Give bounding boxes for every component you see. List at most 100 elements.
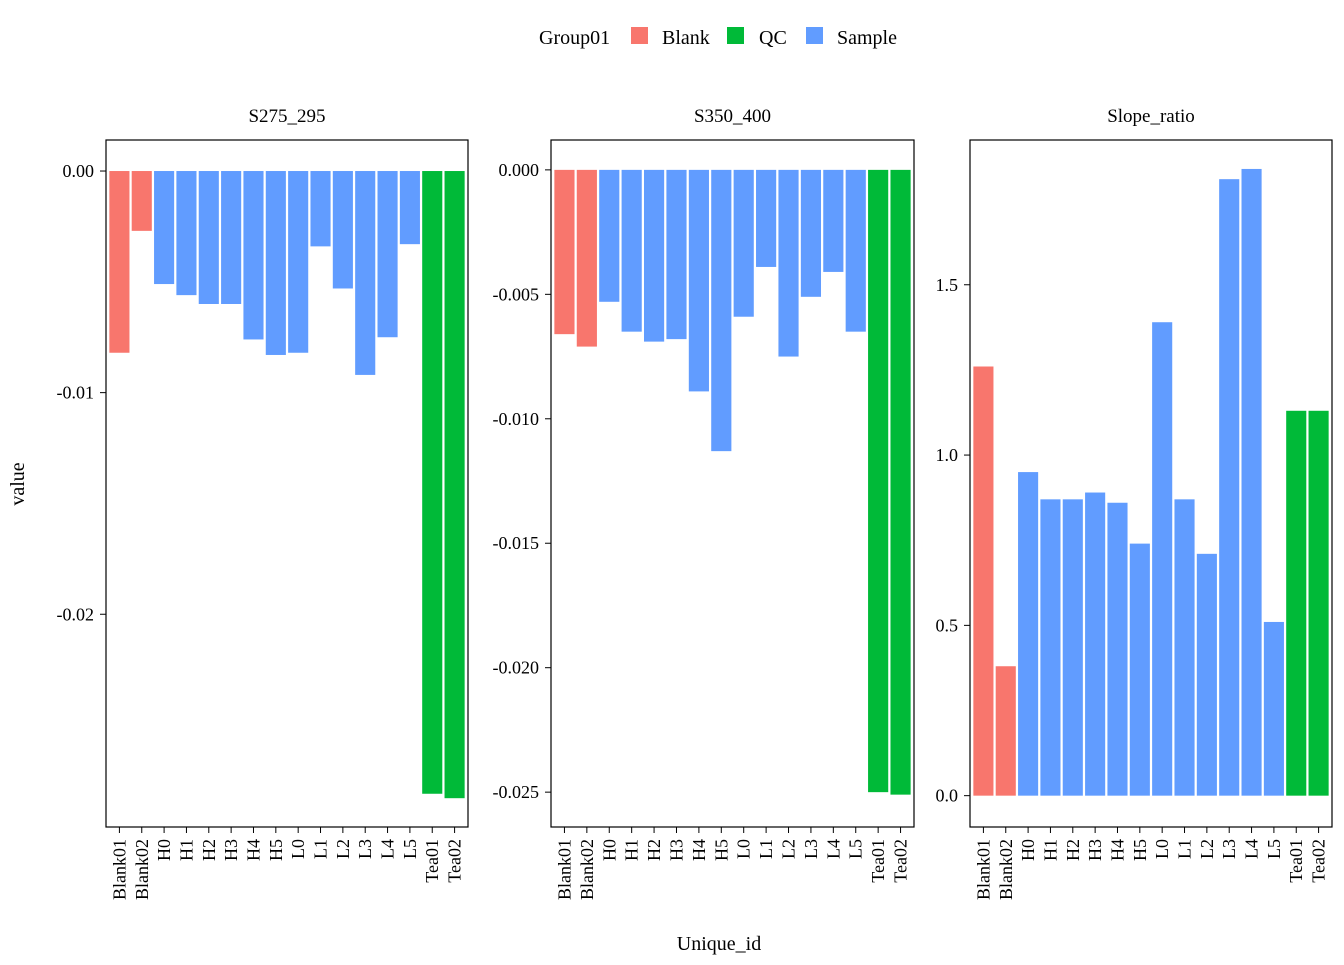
bar-l1	[756, 169, 777, 267]
x-tick-label-l2: L2	[779, 839, 799, 859]
panel-border	[105, 139, 469, 828]
panel-border	[550, 139, 915, 828]
x-tick-label-l1: L1	[756, 839, 776, 859]
x-tick-label-l5: L5	[400, 839, 420, 859]
bar-h5	[265, 171, 286, 355]
x-tick-label-h3: H3	[1085, 839, 1105, 861]
x-tick-label-tea02: Tea02	[891, 839, 911, 883]
bar-blank01	[109, 171, 130, 353]
x-tick-label-blank02: Blank02	[996, 839, 1016, 900]
y-tick-label: 0.00	[63, 161, 95, 181]
y-tick-label: -0.02	[57, 604, 95, 624]
bar-l5	[399, 171, 420, 245]
bar-h5	[711, 169, 732, 452]
x-tick-label-blank02: Blank02	[132, 839, 152, 900]
x-tick-label-h0: H0	[1018, 839, 1038, 861]
bar-h3	[666, 169, 687, 340]
x-tick-label-tea02: Tea02	[445, 839, 465, 883]
x-tick-label-l4: L4	[378, 839, 398, 859]
x-tick-label-tea01: Tea01	[868, 839, 888, 883]
legend-title: Group01	[539, 27, 610, 49]
x-tick-label-h1: H1	[622, 839, 642, 861]
x-tick-label-tea02: Tea02	[1309, 839, 1329, 883]
y-tick-label: -0.010	[493, 409, 540, 429]
bar-l2	[332, 171, 353, 289]
y-tick-label: -0.015	[493, 533, 540, 553]
x-tick-label-h4: H4	[243, 839, 263, 861]
bar-h4	[243, 171, 264, 340]
x-tick-label-l3: L3	[1219, 839, 1239, 859]
x-tick-label-h5: H5	[266, 839, 286, 861]
x-tick-label-l3: L3	[801, 839, 821, 859]
bar-h1	[621, 169, 642, 332]
bar-h0	[1018, 472, 1039, 796]
x-tick-label-l3: L3	[355, 839, 375, 859]
bar-h3	[1085, 492, 1106, 796]
y-tick-label: 0.5	[936, 615, 959, 635]
bar-l0	[733, 169, 754, 317]
x-tick-label-blank02: Blank02	[577, 839, 597, 900]
bar-tea02	[444, 171, 465, 799]
x-tick-label-h2: H2	[199, 839, 219, 861]
x-tick-label-h4: H4	[689, 839, 709, 861]
x-axis-title: Unique_id	[677, 933, 761, 955]
legend-key-blank	[631, 27, 648, 44]
bar-h2	[198, 171, 219, 304]
legend-key-sample	[806, 27, 823, 44]
y-tick-label: 0.000	[499, 160, 540, 180]
legend: Group01 Blank QC Sample	[539, 27, 897, 49]
bar-tea02	[1308, 410, 1329, 796]
panel-title: S275_295	[248, 106, 325, 127]
x-tick-label-l2: L2	[333, 839, 353, 859]
x-tick-label-h5: H5	[1130, 839, 1150, 861]
bar-l0	[288, 171, 309, 353]
x-tick-label-h3: H3	[666, 839, 686, 861]
bar-l4	[823, 169, 844, 272]
bar-tea01	[422, 171, 443, 794]
x-tick-label-l5: L5	[1264, 839, 1284, 859]
x-tick-label-blank01: Blank01	[973, 839, 993, 900]
bar-h4	[688, 169, 709, 392]
bar-h1	[176, 171, 197, 296]
x-tick-label-l4: L4	[823, 839, 843, 859]
x-tick-label-l4: L4	[1242, 839, 1262, 859]
x-tick-label-l1: L1	[1175, 839, 1195, 859]
bar-h0	[154, 171, 175, 285]
bar-tea02	[890, 169, 911, 795]
bar-l3	[355, 171, 376, 375]
legend-label-blank: Blank	[662, 27, 710, 49]
bar-blank01	[973, 366, 994, 796]
bar-blank01	[554, 169, 575, 335]
x-tick-label-h5: H5	[711, 839, 731, 861]
bar-l3	[1219, 179, 1240, 796]
y-tick-label: -0.025	[493, 782, 540, 802]
bar-h1	[1040, 499, 1061, 796]
y-tick-label: 1.0	[936, 445, 959, 465]
bar-blank02	[995, 666, 1016, 796]
x-tick-label-h0: H0	[599, 839, 619, 861]
x-tick-label-l2: L2	[1197, 839, 1217, 859]
panel-s350-400: S350_400 0.000 -0.005 -0.010 -0.015 -0.020 -0.…	[493, 106, 915, 900]
bar-h5	[1129, 543, 1150, 796]
x-tick-label-l0: L0	[734, 839, 754, 859]
x-tick-label-blank01: Blank01	[554, 839, 574, 900]
legend-key-qc	[727, 27, 744, 44]
bar-l5	[1263, 621, 1284, 796]
y-tick-label: -0.020	[493, 658, 540, 678]
x-tick-label-tea01: Tea01	[1286, 839, 1306, 883]
bar-l3	[800, 169, 822, 297]
bar-h4	[1107, 502, 1128, 796]
bar-l5	[845, 169, 866, 332]
panel-s275-295: S275_295 0.00 -0.01 -0.02 Blank01 Blank02 H0 H1…	[57, 106, 469, 900]
bar-blank02	[576, 169, 597, 347]
bar-l2	[1196, 553, 1217, 796]
x-tick-label-l1: L1	[311, 839, 331, 859]
y-axis-title: value	[7, 462, 29, 505]
x-tick-label-h1: H1	[1040, 839, 1060, 861]
y-tick-label: -0.005	[493, 284, 540, 304]
x-tick-label-h4: H4	[1107, 839, 1127, 861]
bar-blank02	[131, 171, 152, 231]
bar-l4	[1241, 168, 1262, 796]
